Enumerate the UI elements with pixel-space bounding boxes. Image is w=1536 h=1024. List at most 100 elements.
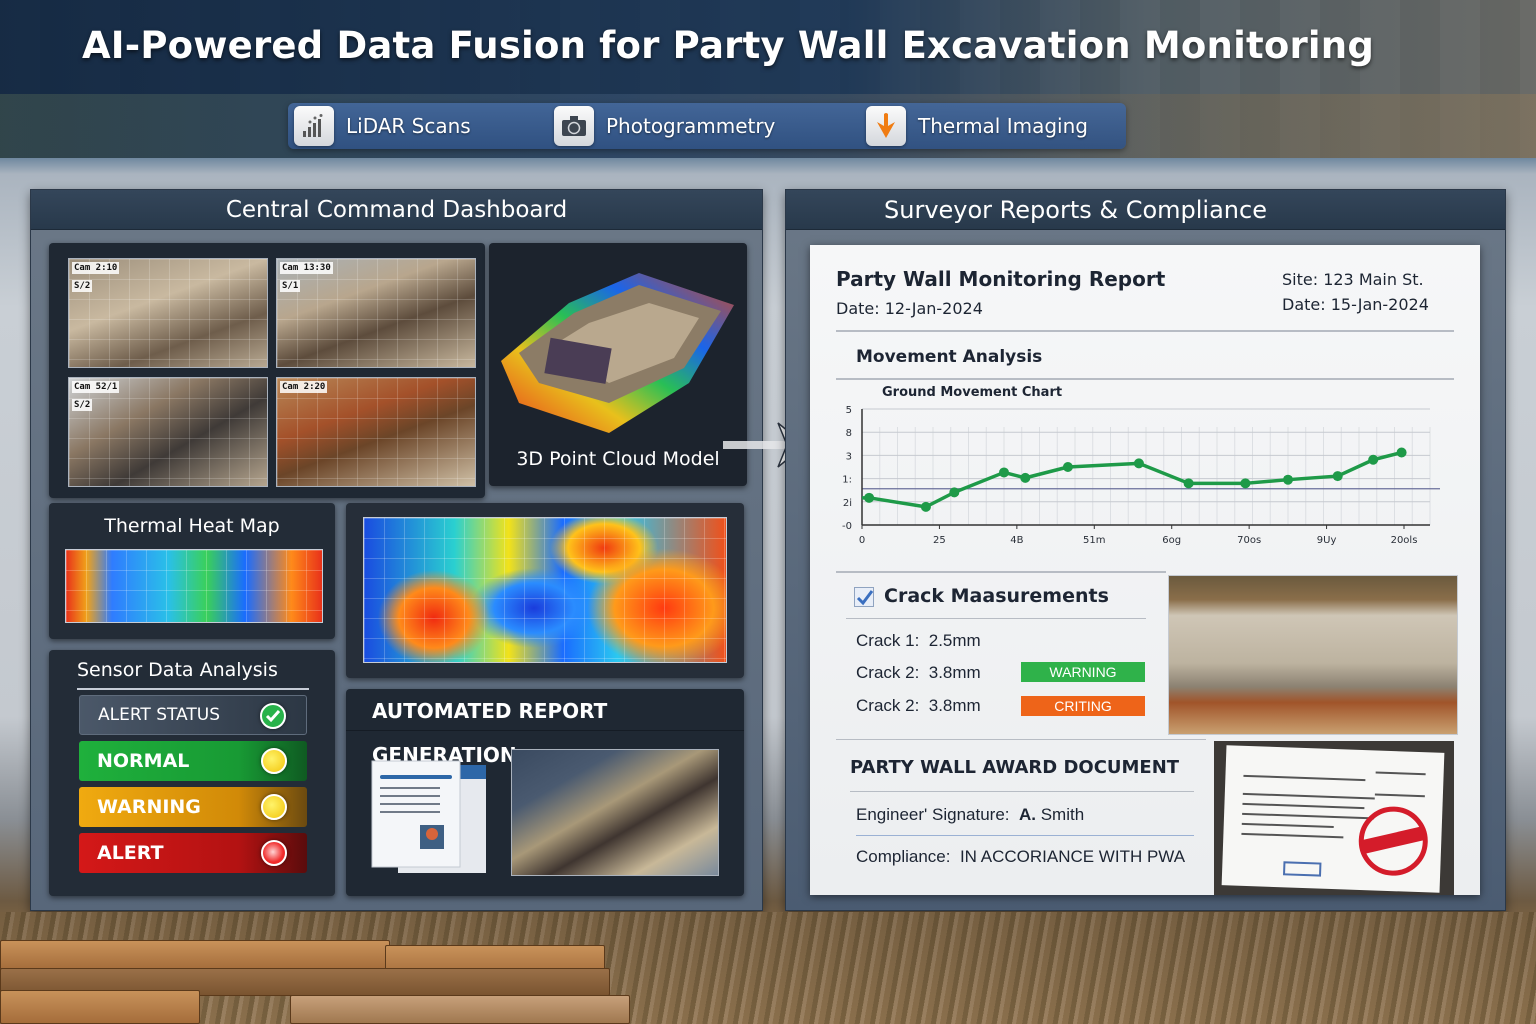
thermal-arrow-icon bbox=[866, 106, 906, 146]
signature-label: Engineer' Signature: bbox=[856, 805, 1010, 824]
crack-value: 2.5mm bbox=[928, 631, 981, 650]
svg-text:25: 25 bbox=[933, 535, 946, 546]
report-title: Party Wall Monitoring Report bbox=[836, 267, 1166, 291]
critical-badge: CRITING bbox=[1021, 696, 1145, 716]
camera-feed-sub: S/2 bbox=[72, 399, 93, 411]
yellow-indicator-icon bbox=[261, 794, 287, 820]
svg-text:-0: -0 bbox=[842, 521, 852, 532]
chart-title: Ground Movement Chart bbox=[882, 385, 1063, 400]
camera-feed-tag: Cam 2:10 bbox=[72, 262, 120, 274]
report-gen-title: AUTOMATED REPORT GENERATION bbox=[346, 689, 744, 767]
thermal-heat-map-image[interactable] bbox=[65, 549, 323, 623]
line-chart: -0 2i 1: 3 8 5 0 25 4B 51m 6og 70os 9Uy 20ols bbox=[842, 405, 1440, 546]
report-date: Date: 12-Jan-2024 bbox=[836, 299, 983, 318]
camera-feed-tag: Cam 13:30 bbox=[280, 262, 333, 274]
source-photogrammetry[interactable]: Photogrammetry bbox=[554, 106, 775, 146]
thermal-heat-map-tile: Thermal Heat Map bbox=[49, 503, 335, 639]
check-icon bbox=[260, 703, 286, 729]
camera-feed-2[interactable]: Cam 13:30 S/1 bbox=[276, 258, 476, 368]
crack-checkbox[interactable] bbox=[854, 587, 874, 607]
status-row-alert[interactable]: ALERT bbox=[79, 833, 307, 873]
thermal-detail-tile bbox=[346, 503, 744, 678]
sensor-data-analysis: Sensor Data Analysis ALERT STATUS NORMAL… bbox=[49, 650, 335, 896]
svg-text:51m: 51m bbox=[1083, 535, 1105, 546]
thermal-heat-map-title: Thermal Heat Map bbox=[104, 515, 280, 537]
crack-measurements-heading: Crack Maasurements bbox=[884, 585, 1109, 607]
wall-crack-photo[interactable] bbox=[1168, 575, 1458, 735]
source-thermal[interactable]: Thermal Imaging bbox=[866, 106, 1088, 146]
svg-text:2i: 2i bbox=[843, 498, 852, 509]
lumber-plank bbox=[290, 995, 630, 1024]
svg-text:70os: 70os bbox=[1237, 535, 1261, 546]
award-document-photo[interactable] bbox=[1214, 741, 1454, 895]
svg-text:4B: 4B bbox=[1010, 535, 1023, 546]
compliance-label: Compliance: bbox=[856, 847, 951, 866]
source-lidar[interactable]: LiDAR Scans bbox=[294, 106, 471, 146]
svg-text:3: 3 bbox=[846, 451, 852, 462]
red-indicator-icon bbox=[261, 840, 287, 866]
yellow-indicator-icon bbox=[261, 748, 287, 774]
signature-initial: A. bbox=[1018, 805, 1036, 824]
dashboard-title: Central Command Dashboard bbox=[31, 190, 762, 230]
signature-line: Engineer' Signature: A. Smith bbox=[856, 805, 1084, 825]
compliance-value: IN ACCORIANCE WITH PWA bbox=[959, 847, 1186, 866]
camera-feed-tag: Cam 52/1 bbox=[72, 381, 120, 393]
lumber-plank bbox=[0, 940, 390, 970]
svg-text:20ols: 20ols bbox=[1391, 535, 1418, 546]
svg-text:5: 5 bbox=[846, 405, 852, 416]
source-lidar-label: LiDAR Scans bbox=[346, 114, 471, 138]
svg-text:6og: 6og bbox=[1162, 535, 1181, 546]
crack-row-1: Crack 1: 2.5mm bbox=[856, 631, 981, 651]
reports-title: Surveyor Reports & Compliance bbox=[786, 190, 1505, 230]
report-document-icon bbox=[371, 760, 486, 873]
camera-feed-1[interactable]: Cam 2:10 S/2 bbox=[68, 258, 268, 368]
status-row-warning[interactable]: WARNING bbox=[79, 787, 307, 827]
crack-label: Crack 1: bbox=[856, 631, 920, 650]
point-cloud-tile[interactable]: 3D Point Cloud Model bbox=[489, 243, 747, 486]
site-scan-image[interactable] bbox=[511, 749, 719, 876]
crack-label: Crack 2: bbox=[856, 663, 920, 682]
lumber-plank bbox=[0, 990, 200, 1024]
sensor-title: Sensor Data Analysis bbox=[77, 659, 278, 681]
ground-movement-chart: Ground Movement Chart -0 2i 1: 3 8 5 0 25 4B 51m 6… bbox=[836, 385, 1454, 555]
checkmark-icon bbox=[856, 590, 874, 606]
movement-analysis-heading: Movement Analysis bbox=[856, 347, 1043, 367]
point-cloud-model-icon bbox=[501, 273, 734, 433]
warning-badge: WARNING bbox=[1021, 662, 1145, 682]
status-label: WARNING bbox=[97, 796, 201, 818]
signature-name: Smith bbox=[1040, 805, 1085, 824]
point-cloud-label: 3D Point Cloud Model bbox=[516, 448, 720, 470]
crack-row-3: Crack 2: 3.8mm bbox=[856, 696, 981, 716]
camera-feed-tag: Cam 2:20 bbox=[280, 381, 328, 393]
svg-text:1:: 1: bbox=[842, 475, 852, 486]
crack-value: 3.8mm bbox=[928, 663, 981, 682]
crack-row-2: Crack 2: 3.8mm bbox=[856, 663, 981, 683]
crack-value: 3.8mm bbox=[928, 696, 981, 715]
status-label: NORMAL bbox=[97, 750, 190, 772]
svg-text:9Uy: 9Uy bbox=[1317, 535, 1337, 546]
camera-icon bbox=[554, 106, 594, 146]
stamped-document-icon bbox=[1241, 771, 1428, 877]
site-address: Site: 123 Main St. bbox=[1282, 270, 1424, 289]
source-thermal-label: Thermal Imaging bbox=[918, 114, 1088, 138]
status-label: ALERT STATUS bbox=[98, 705, 220, 725]
camera-feed-4[interactable]: Cam 2:20 bbox=[276, 377, 476, 487]
status-row-alert-status: ALERT STATUS bbox=[79, 695, 307, 735]
site-date: Date: 15-Jan-2024 bbox=[1282, 295, 1429, 314]
thermal-detail-image[interactable] bbox=[363, 517, 727, 663]
data-source-bar: LiDAR Scans Photogrammetry Thermal Imagi… bbox=[288, 103, 1126, 149]
camera-feed-sub: S/2 bbox=[72, 280, 93, 292]
surveyor-reports-panel: Surveyor Reports & Compliance Party Wall… bbox=[785, 189, 1506, 911]
status-row-normal[interactable]: NORMAL bbox=[79, 741, 307, 781]
status-label: ALERT bbox=[97, 842, 164, 864]
camera-feed-sub: S/1 bbox=[280, 280, 301, 292]
lidar-signal-icon bbox=[294, 106, 334, 146]
camera-feed-3[interactable]: Cam 52/1 S/2 bbox=[68, 377, 268, 487]
page-title: AI-Powered Data Fusion for Party Wall Ex… bbox=[81, 24, 1375, 67]
camera-feed-grid: Cam 2:10 S/2 Cam 13:30 S/1 Cam 52/1 S/2 … bbox=[49, 243, 485, 498]
crack-label: Crack 2: bbox=[856, 696, 920, 715]
automated-report-generation: AUTOMATED REPORT GENERATION bbox=[346, 689, 744, 896]
compliance-line: Compliance: IN ACCORIANCE WITH PWA bbox=[856, 847, 1185, 867]
monitoring-report-sheet: Party Wall Monitoring Report Date: 12-Ja… bbox=[810, 245, 1480, 895]
svg-text:0: 0 bbox=[859, 535, 865, 546]
